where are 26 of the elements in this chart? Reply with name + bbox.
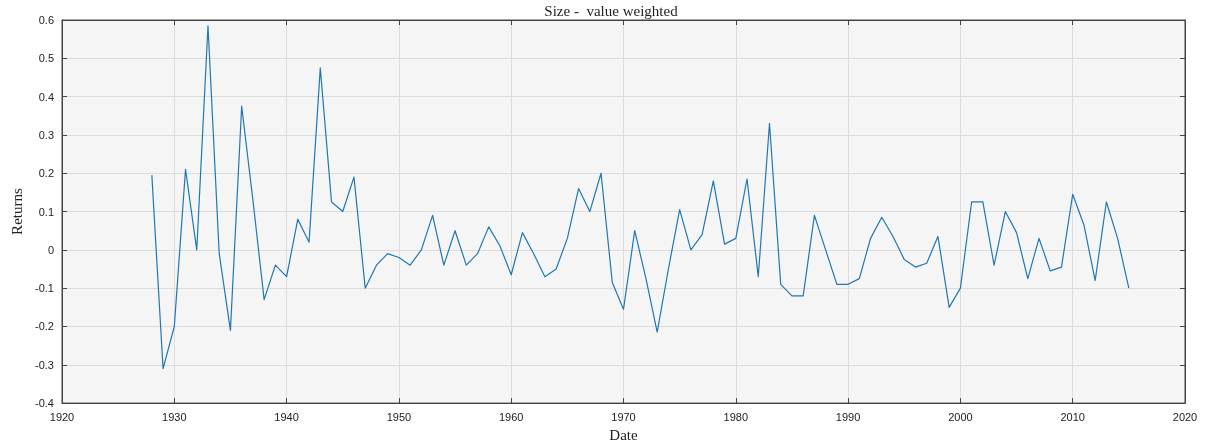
x-tick-label: 1990 [835, 410, 861, 423]
x-tick-label: 2000 [948, 410, 973, 423]
x-axis-title: Date [609, 426, 638, 443]
chart-title: Size - value weighted [544, 2, 679, 19]
x-tick-label: 1980 [723, 410, 749, 423]
x-tick-label: 1940 [274, 410, 299, 423]
x-tick-label: 2020 [1172, 410, 1198, 423]
y-tick-label: 0.3 [38, 128, 54, 141]
y-tick-label: 0.5 [38, 52, 54, 65]
y-tick-label: -0.2 [35, 320, 54, 333]
y-tick-label: -0.3 [35, 358, 54, 371]
y-tick-label: -0.1 [35, 282, 54, 295]
y-axis-title: Returns [8, 188, 25, 235]
x-tick-label: 2010 [1060, 410, 1085, 423]
line-series [151, 25, 1130, 370]
y-tick-label: 0.6 [38, 14, 54, 26]
y-tick-label: 0.1 [38, 205, 54, 218]
y-tick-label: 0.4 [38, 90, 54, 103]
x-tick-label: 1930 [162, 410, 187, 423]
x-tick-label: 1920 [49, 410, 75, 423]
y-tick-label: 0 [47, 243, 54, 256]
x-tick-label: 1960 [498, 410, 524, 423]
y-tick-label: 0.2 [38, 167, 54, 180]
y-tick-label: -0.4 [35, 397, 54, 410]
x-tick-label: 1970 [611, 410, 636, 423]
x-tick-label: 1950 [386, 410, 412, 423]
